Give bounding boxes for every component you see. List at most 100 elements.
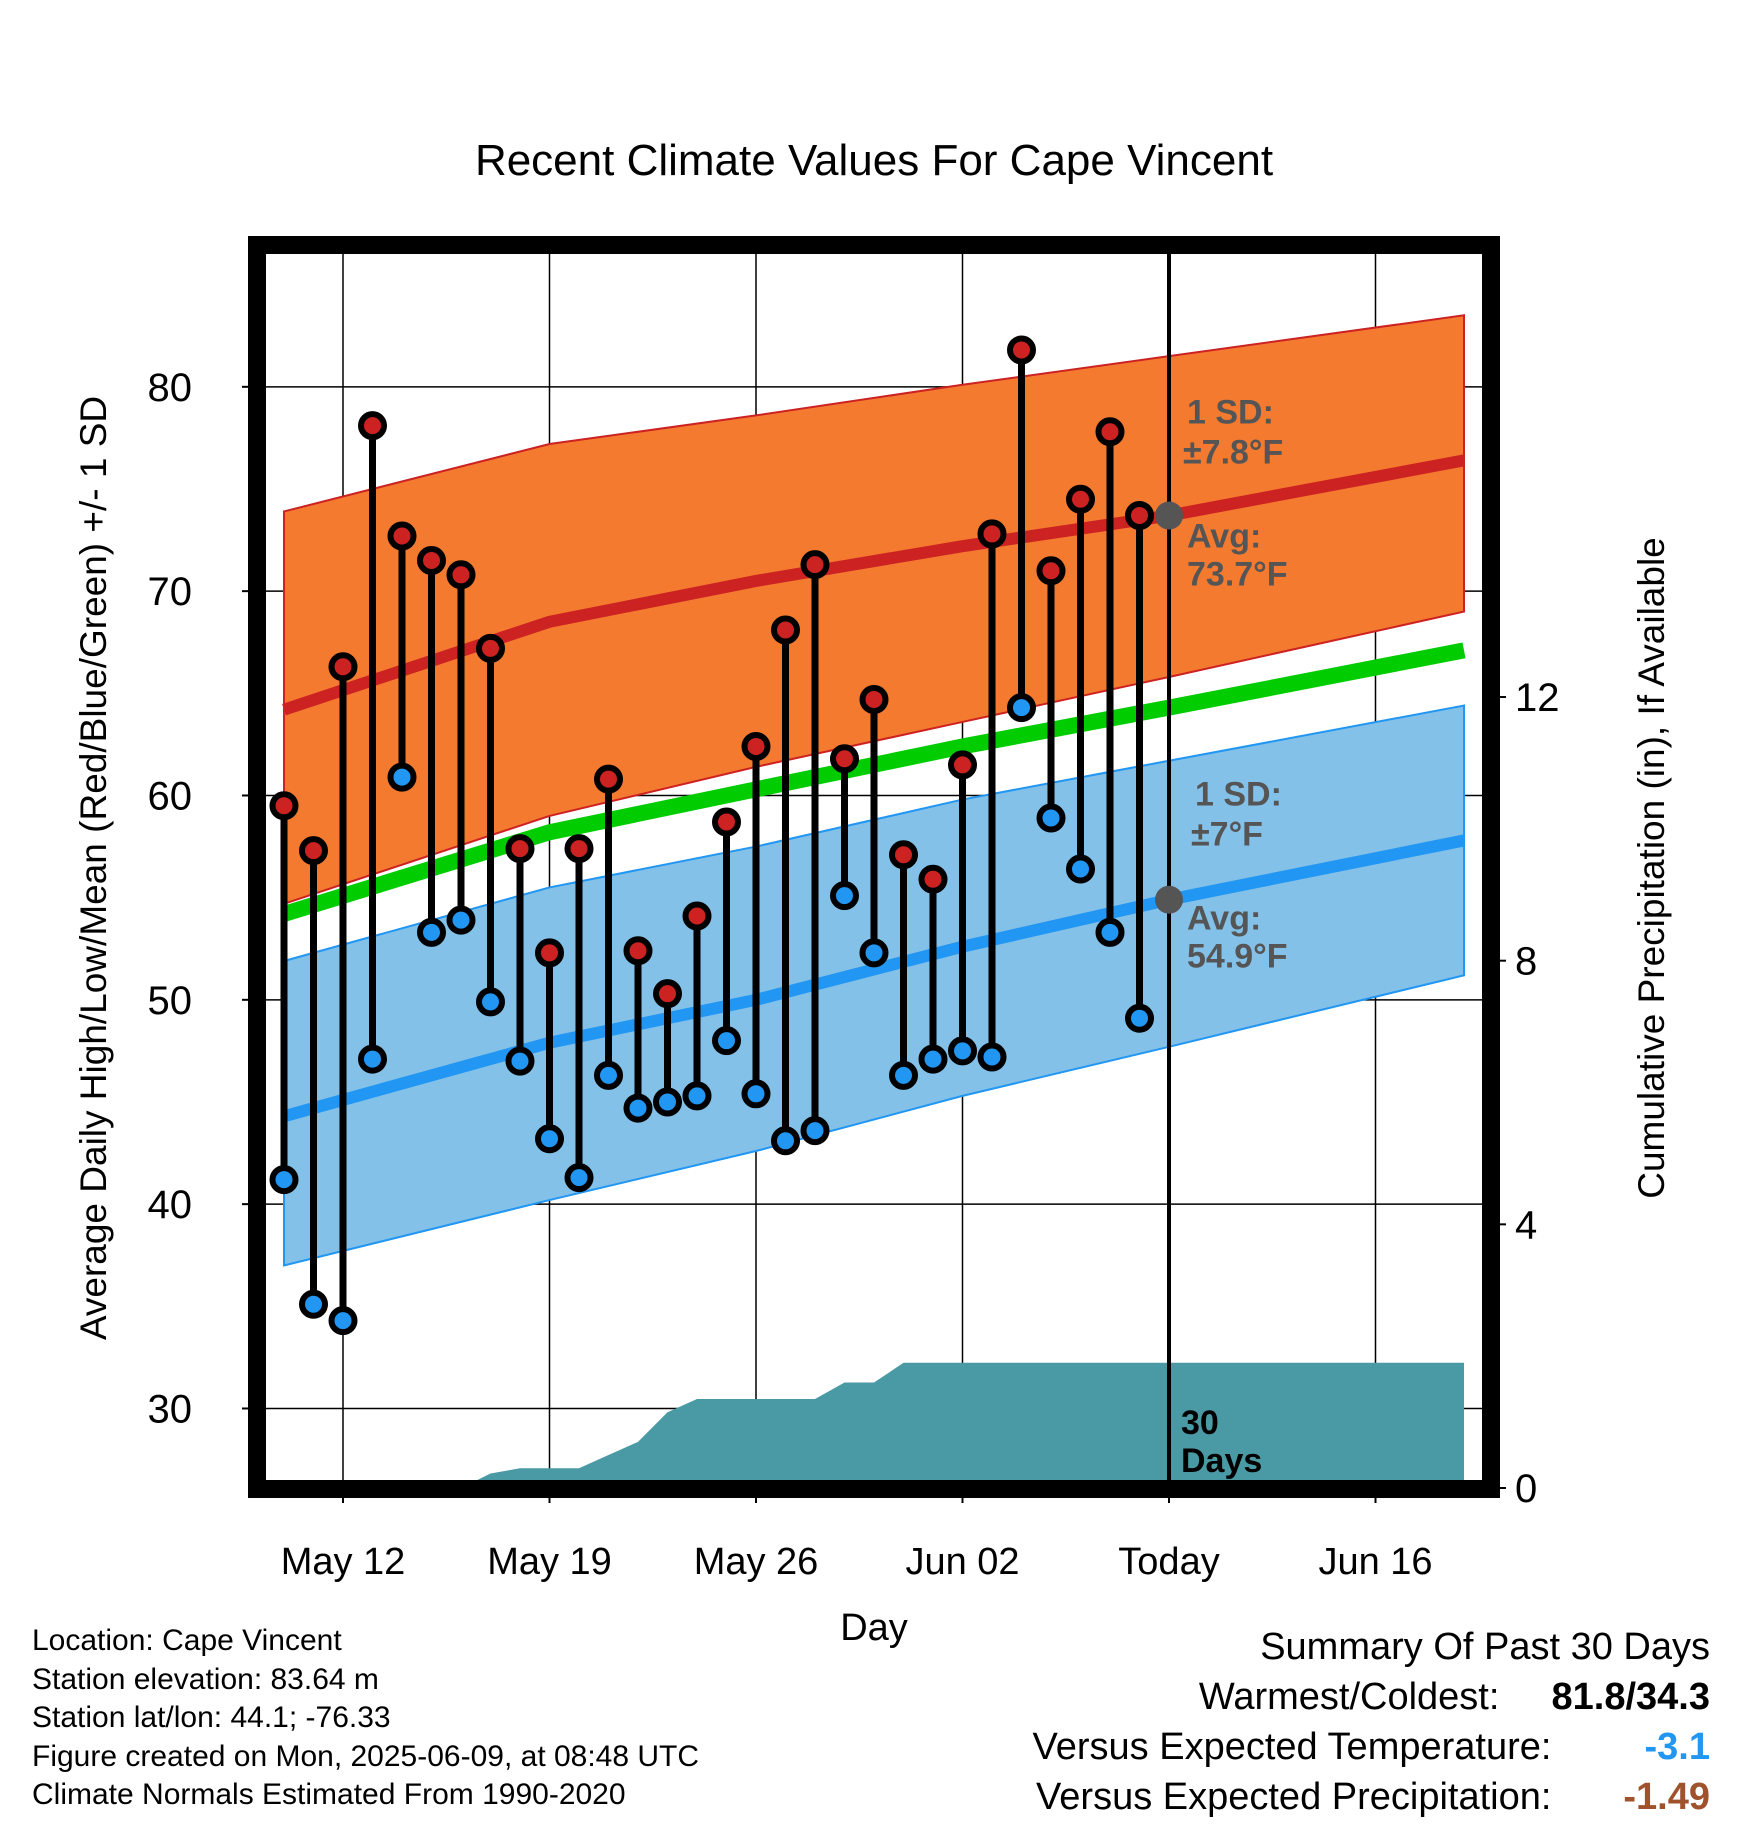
- low-temp-point: [1066, 854, 1095, 884]
- y-tick-label: 40: [148, 1183, 193, 1227]
- low-normal-line: [282, 834, 1466, 1123]
- low-temp-point: [653, 1087, 682, 1117]
- low-temp-point: [328, 1306, 358, 1336]
- precipitation-area: [469, 1362, 1464, 1484]
- low-temp-point: [977, 1042, 1007, 1072]
- y-tick-label: 80: [148, 366, 193, 410]
- high-temp-point: [918, 864, 948, 894]
- low-avg-label: Avg:: [1187, 900, 1261, 938]
- high-temp-point: [387, 521, 417, 551]
- low-temp-point: [800, 1116, 830, 1146]
- y-tick-label: 50: [148, 979, 193, 1023]
- low-temp-point: [623, 1093, 653, 1123]
- high-temp-point: [1095, 417, 1125, 447]
- summary-panel: Summary Of Past 30 Days Warmest/Coldest:…: [1033, 1622, 1710, 1822]
- low-temp-point: [889, 1060, 918, 1090]
- high-temp-point: [948, 750, 977, 780]
- warmest-coldest-label: Warmest/Coldest:: [1198, 1676, 1500, 1718]
- high-temp-point: [830, 744, 859, 774]
- window-days-number: 30: [1181, 1404, 1219, 1442]
- low-temp-point: [948, 1036, 977, 1066]
- low-temp-point: [918, 1044, 948, 1074]
- temp-anomaly-label: Versus Expected Temperature:: [1032, 1726, 1552, 1768]
- low-temp-point: [417, 917, 446, 947]
- high-temp-point: [771, 615, 800, 645]
- precip-anomaly-row: Versus Expected Precipitation: -1.49: [1033, 1772, 1710, 1822]
- high-temp-point: [741, 731, 771, 761]
- high-temp-point: [594, 764, 623, 794]
- low-temp-point: [476, 987, 505, 1017]
- latlon-text: Station lat/lon: 44.1; -76.33: [32, 1701, 391, 1734]
- high-avg-marker: [1155, 501, 1183, 530]
- low-sd-label: 1 SD:: [1195, 776, 1282, 814]
- low-temp-point: [741, 1079, 771, 1109]
- x-tick-label: May 12: [281, 1541, 406, 1583]
- y2-axis-label: Cumulative Precipitation (in), If Availa…: [1631, 537, 1672, 1199]
- low-avg-value: 54.9°F: [1187, 938, 1288, 976]
- x-tick-label: Jun 16: [1318, 1541, 1432, 1583]
- high-temp-point: [358, 411, 387, 441]
- low-temp-point: [1007, 693, 1036, 723]
- x-tick-label: Jun 02: [905, 1541, 1019, 1583]
- low-temp-point: [564, 1163, 594, 1193]
- low-temp-point: [505, 1046, 535, 1076]
- high-temp-point: [653, 979, 682, 1009]
- y-axis-label: Average Daily High/Low/Mean (Red/Blue/Gr…: [73, 396, 114, 1340]
- low-temp-point: [712, 1026, 741, 1056]
- high-temp-point: [859, 684, 889, 714]
- mean-normal-line: [281, 642, 1466, 922]
- high-temp-point: [1066, 484, 1095, 514]
- high-temp-point: [535, 938, 564, 968]
- high-temp-point: [1036, 556, 1066, 586]
- low-temp-point: [1036, 803, 1066, 833]
- x-axis: May 12 May 19 May 26 Jun 02 Today Jun 16: [281, 1489, 1433, 1583]
- y-tick-label: 30: [148, 1387, 193, 1431]
- low-temp-point: [771, 1126, 800, 1156]
- plot-frame: [248, 236, 1500, 1498]
- low-temp-point: [299, 1289, 328, 1319]
- high-temp-point: [889, 840, 918, 870]
- low-temp-point: [535, 1124, 564, 1154]
- high-temp-point: [446, 560, 476, 590]
- high-normal-line: [282, 454, 1466, 716]
- x-tick-label: Today: [1118, 1541, 1219, 1583]
- warmest-coldest-row: Warmest/Coldest: 81.8/34.3: [1033, 1672, 1710, 1722]
- high-sd-value: ±7.8°F: [1183, 434, 1283, 472]
- low-temp-point: [358, 1044, 387, 1074]
- y2-tick-label: 0: [1515, 1467, 1537, 1511]
- daily-range-sticks: [269, 335, 1154, 1336]
- high-avg-value: 73.7°F: [1187, 556, 1288, 594]
- x-tick-label: May 26: [694, 1541, 819, 1583]
- precip-area: [469, 1362, 1464, 1484]
- high-temp-point: [417, 546, 446, 575]
- high-temp-point: [712, 807, 741, 837]
- high-temp-point: [299, 836, 328, 866]
- high-temp-point: [564, 834, 594, 864]
- low-temp-point: [682, 1081, 712, 1111]
- high-temp-point: [505, 834, 535, 864]
- high-temp-point: [1125, 501, 1154, 531]
- high-temp-point: [682, 901, 712, 931]
- summary-heading: Summary Of Past 30 Days: [1260, 1626, 1710, 1668]
- high-temp-point: [977, 519, 1007, 549]
- precip-anomaly-value: -1.49: [1623, 1776, 1710, 1818]
- high-temp-point: [800, 550, 830, 580]
- y-tick-label: 60: [148, 774, 193, 818]
- high-temp-point: [623, 936, 653, 966]
- high-temp-point: [476, 633, 505, 663]
- high-temp-point: [269, 791, 299, 821]
- created-text: Figure created on Mon, 2025-06-09, at 08…: [32, 1739, 700, 1773]
- low-temp-point: [1125, 1003, 1154, 1033]
- elevation-text: Station elevation: 83.64 m: [32, 1662, 379, 1696]
- low-sd-value: ±7°F: [1191, 816, 1263, 854]
- x-axis-label: Day: [840, 1607, 908, 1649]
- chart-title: Recent Climate Values For Cape Vincent: [475, 136, 1273, 185]
- temp-anomaly-value: -3.1: [1644, 1726, 1710, 1768]
- normals-text: Climate Normals Estimated From 1990-2020: [32, 1778, 626, 1811]
- y2-tick-label: 4: [1515, 1203, 1537, 1247]
- low-temp-point: [594, 1060, 623, 1090]
- high-temp-point: [328, 652, 358, 682]
- low-temp-point: [830, 881, 859, 911]
